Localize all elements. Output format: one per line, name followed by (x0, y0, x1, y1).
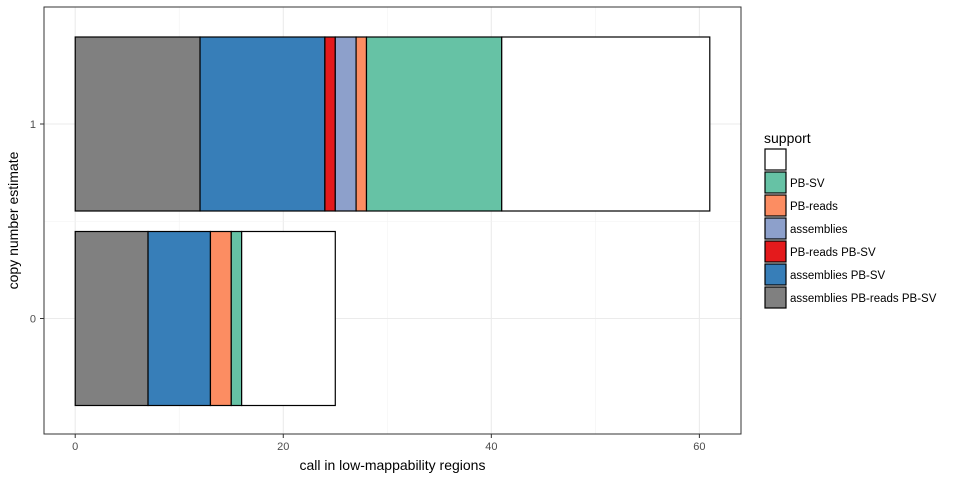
bar-segment (230, 230, 243, 407)
legend-key (764, 240, 787, 263)
bar-segment (74, 36, 201, 212)
y-tick-label: 1 (30, 119, 36, 131)
bars (74, 36, 711, 407)
panel-border (43, 6, 742, 435)
legend-key (764, 148, 787, 171)
legend-key (764, 286, 787, 309)
legend-key (764, 263, 787, 286)
legend-label: PB-reads PB-SV (790, 247, 876, 259)
x-tick-label: 60 (693, 441, 705, 453)
bar-segment (324, 36, 336, 212)
bar-segment (199, 36, 326, 212)
bar-segment (241, 230, 336, 407)
bar-segment (355, 36, 368, 212)
x-tick-label: 0 (72, 441, 78, 453)
legend-label: PB-SV (790, 178, 825, 190)
legend-label: assemblies (790, 224, 848, 236)
x-tick-label: 20 (277, 441, 289, 453)
legend-title: support (764, 130, 811, 146)
legend-label: assemblies PB-SV (790, 270, 886, 282)
y-tick-label: 0 (30, 314, 36, 326)
x-tick-label: 40 (485, 441, 497, 453)
legend-key (764, 171, 787, 194)
bar-segment (501, 36, 711, 212)
legend: PB-SV PB-reads assemblies PB-reads PB-SV ass… (764, 148, 937, 309)
bar-segment (147, 230, 212, 407)
x-axis-title: call in low-mappability regions (300, 457, 486, 473)
y-axis-title: copy number estimate (5, 151, 21, 289)
bar-segment (209, 230, 232, 407)
bar-segment (74, 230, 149, 407)
legend-label: PB-reads (790, 201, 838, 213)
bar-segment (365, 36, 503, 212)
legend-key (764, 194, 787, 217)
bar-segment (334, 36, 357, 212)
axes: 0 20 40 60 0 1 (30, 119, 706, 453)
legend-key (764, 217, 787, 240)
legend-label: assemblies PB-reads PB-SV (790, 293, 937, 305)
